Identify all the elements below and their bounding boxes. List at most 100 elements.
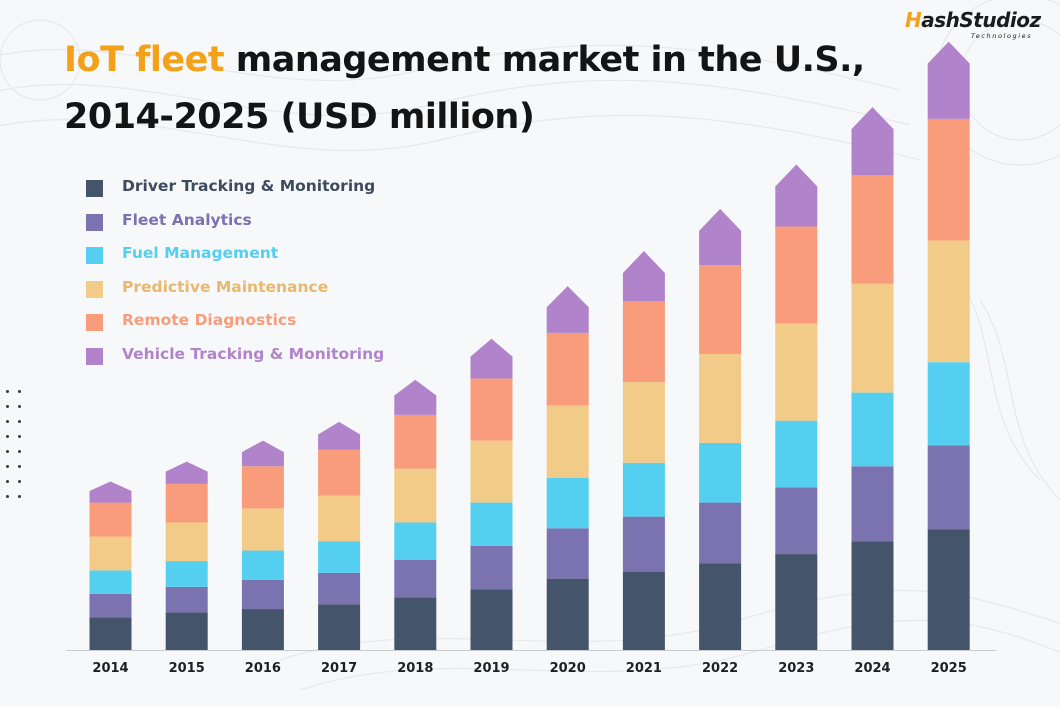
bar-segment: [699, 442, 742, 503]
bar-segment: [927, 240, 970, 363]
bar-segment: [775, 420, 818, 488]
bar-segment: [851, 174, 894, 284]
bar-segment: [89, 570, 132, 594]
bar-segment: [241, 579, 284, 610]
bar-segment: [699, 208, 742, 266]
bar-segment: [241, 508, 284, 551]
bar-segment: [546, 332, 589, 406]
bar-segment: [622, 516, 665, 572]
decorative-dot: [6, 480, 9, 483]
bar-segment: [165, 612, 208, 650]
bar-segment: [775, 164, 818, 227]
bar-segment: [89, 593, 132, 618]
bar-segment: [470, 338, 513, 379]
bar-segment: [851, 392, 894, 467]
bar-segment: [927, 445, 970, 530]
x-tick-label: 2020: [550, 661, 586, 676]
bar-segment: [165, 561, 208, 587]
bar-segment: [546, 478, 589, 529]
bar-segment: [927, 118, 970, 241]
bar-segment: [622, 382, 665, 463]
bar-segment: [775, 226, 818, 324]
title-line1: management market in the U.S.,: [235, 40, 865, 80]
legend-label: Fuel Management: [122, 244, 279, 263]
bar-segment: [318, 572, 361, 605]
brand-lead-letter: H: [905, 8, 922, 32]
decorative-dot: [18, 480, 21, 483]
bar-segment: [470, 378, 513, 441]
bar-segment: [89, 481, 132, 503]
bar-segment: [165, 483, 208, 523]
brand-logo: HashStudioz Technologies: [905, 6, 1045, 42]
bar-segment: [546, 578, 589, 650]
x-tick-label: 2017: [321, 661, 357, 676]
x-tick-label: 2016: [245, 661, 281, 676]
bar-segment: [622, 301, 665, 383]
x-tick-label: 2014: [92, 661, 128, 676]
bar-segment: [394, 522, 437, 560]
legend-swatch: [86, 280, 103, 298]
x-tick-label: 2024: [854, 661, 890, 676]
decorative-dot: [6, 405, 9, 408]
title-highlight: IoT fleet: [64, 40, 225, 80]
decorative-dot: [6, 450, 9, 453]
legend-swatch: [86, 247, 103, 265]
bar-segment: [394, 414, 437, 469]
decorative-dot: [6, 390, 9, 393]
x-tick-label: 2023: [778, 661, 814, 676]
bar-segment: [470, 545, 513, 590]
bar-segment: [546, 528, 589, 579]
x-tick-label: 2019: [473, 661, 509, 676]
bar-segment: [165, 522, 208, 562]
bar-segment: [546, 405, 589, 479]
legend-label: Predictive Maintenance: [122, 277, 329, 296]
bar-segment: [318, 449, 361, 496]
bar-segment: [699, 502, 742, 564]
bar-segment: [165, 461, 208, 484]
bar-segment: [394, 597, 437, 650]
bar-segment: [318, 421, 361, 450]
x-tick-label: 2018: [397, 661, 433, 676]
bar-segment: [318, 495, 361, 542]
decorative-dot: [18, 405, 21, 408]
bar-segment: [89, 502, 132, 537]
bar-segment: [699, 563, 742, 650]
bar-segment: [699, 265, 742, 354]
bar-segment: [546, 286, 589, 333]
bar-segment: [470, 589, 513, 650]
bar-segment: [927, 529, 970, 650]
bar-segment: [699, 353, 742, 443]
decorative-dot: [18, 435, 21, 438]
bar-segment: [622, 571, 665, 650]
bar-segment: [775, 554, 818, 650]
legend-swatch: [86, 180, 103, 197]
bar-segment: [89, 617, 132, 650]
decorative-dot: [18, 495, 21, 498]
x-tick-label: 2022: [702, 661, 738, 676]
legend-label: Vehicle Tracking & Monitoring: [122, 344, 385, 363]
decorative-dot: [6, 435, 9, 438]
bar-segment: [241, 440, 284, 467]
decorative-dot: [18, 390, 21, 393]
title-line2: 2014-2025 (USD million): [64, 97, 535, 137]
bar-segment: [394, 379, 437, 415]
decorative-dot: [18, 465, 21, 468]
decorative-dot: [6, 495, 9, 498]
bar-segment: [622, 462, 665, 517]
legend-label: Driver Tracking & Monitoring: [122, 177, 376, 195]
x-tick-label: 2015: [169, 661, 205, 676]
legend-swatch: [86, 213, 103, 231]
brand-name: ashStudioz: [921, 8, 1041, 32]
bar-segment: [851, 541, 894, 650]
legend-label: Fleet Analytics: [122, 210, 252, 229]
bar-segment: [851, 466, 894, 542]
bar-segment: [927, 362, 970, 446]
bar-segment: [622, 251, 665, 302]
x-tick-label: 2021: [626, 661, 662, 676]
bar-segment: [241, 609, 284, 650]
bar-segment: [318, 604, 361, 650]
bar-segment: [318, 541, 361, 573]
bar-segment: [851, 283, 894, 393]
bar-segment: [241, 466, 284, 509]
